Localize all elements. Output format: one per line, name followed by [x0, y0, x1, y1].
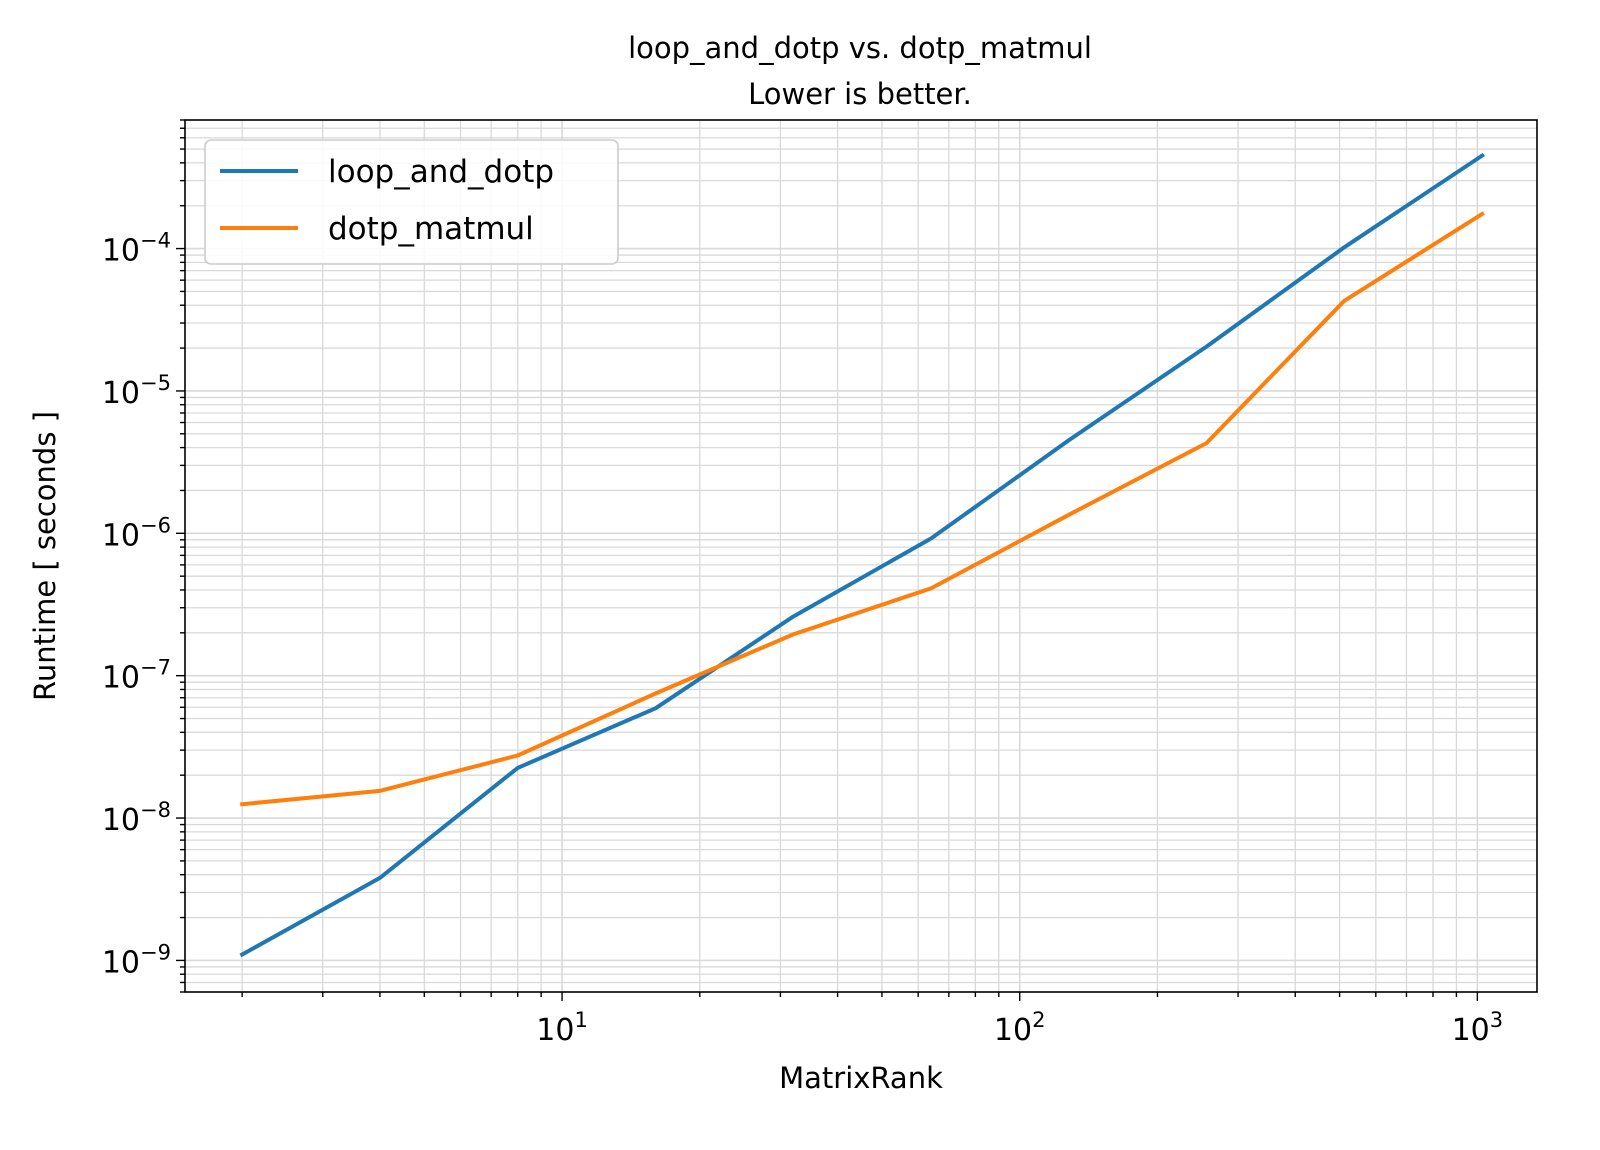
y-tick-label: 10−9 [102, 940, 171, 980]
series-line-loop-and-dotp [239, 152, 1485, 958]
legend: loop_and_dotp dotp_matmul [204, 139, 619, 265]
chart-title: loop_and_dotp vs. dotp_matmul [628, 31, 1092, 65]
chart-subtitle: Lower is better. [748, 77, 972, 111]
grid [185, 119, 1537, 993]
axis-ticks: 101 102 103 10−9 10−8 10−7 10−6 10−5 10−4 [102, 119, 1504, 1048]
y-tick-label: 10−4 [102, 229, 171, 269]
legend-box [204, 139, 619, 265]
legend-label-dotp-matmul: dotp_matmul [328, 211, 534, 247]
y-axis-label: Runtime [ seconds ] [28, 411, 62, 701]
x-tick-label: 103 [1452, 1008, 1504, 1048]
y-tick-label: 10−7 [102, 656, 171, 696]
series-line-dotp-matmul [240, 211, 1485, 807]
y-tick-label: 10−6 [102, 513, 171, 553]
y-tick-label: 10−5 [102, 371, 171, 411]
y-tick-label: 10−8 [102, 798, 171, 838]
legend-label-loop-and-dotp: loop_and_dotp [328, 154, 554, 190]
x-tick-label: 101 [536, 1008, 588, 1048]
x-tick-label: 102 [994, 1008, 1046, 1048]
x-axis-label: MatrixRank [779, 1061, 943, 1095]
series-lines [239, 152, 1485, 958]
